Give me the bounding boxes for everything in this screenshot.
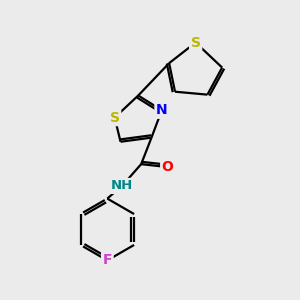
- Text: S: S: [190, 35, 201, 50]
- Text: O: O: [162, 160, 174, 174]
- Text: N: N: [156, 103, 168, 117]
- Text: S: S: [110, 111, 120, 124]
- Text: NH: NH: [111, 179, 133, 192]
- Text: F: F: [103, 254, 112, 267]
